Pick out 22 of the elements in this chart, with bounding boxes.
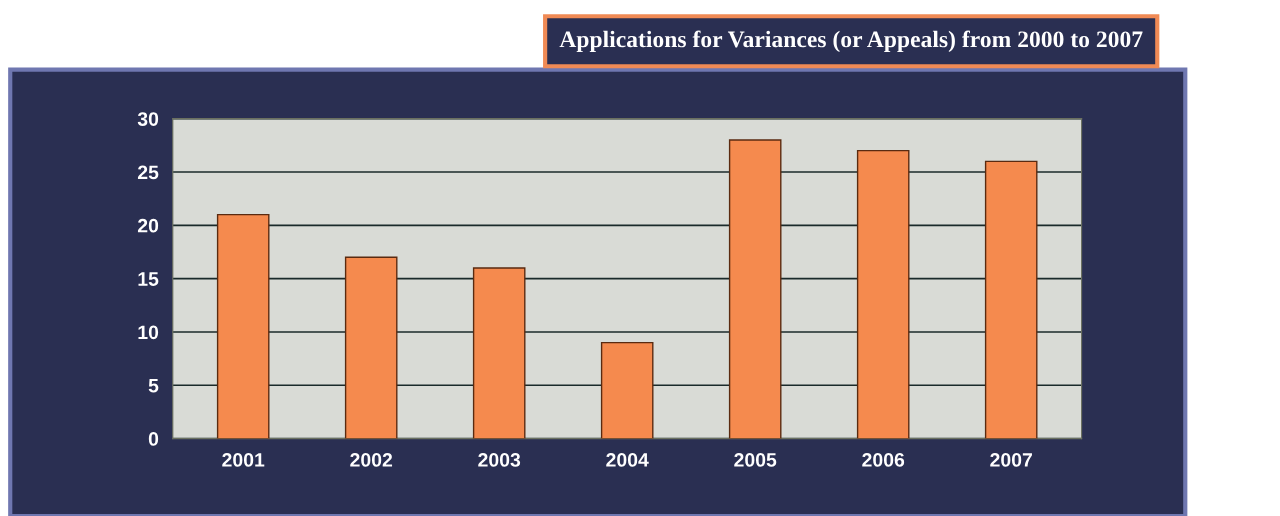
bar — [600, 341, 654, 439]
bar — [856, 149, 910, 439]
y-tick-label: 10 — [138, 325, 159, 340]
bar — [344, 256, 398, 439]
y-tick-label: 25 — [137, 165, 159, 180]
x-tick-label: 2003 — [478, 453, 521, 467]
x-tick-label: 2002 — [350, 453, 393, 467]
x-tick-label: 2004 — [606, 453, 649, 467]
bar — [216, 213, 270, 439]
y-tick-label: 20 — [137, 218, 159, 233]
x-tick-label: 2007 — [990, 453, 1032, 467]
bar — [472, 267, 526, 439]
x-tick-label: 2001 — [222, 453, 265, 467]
y-tick-label: 30 — [137, 112, 159, 126]
y-tick-label: 5 — [148, 378, 159, 393]
bar — [728, 139, 782, 439]
y-tick-label: 0 — [148, 432, 159, 446]
bar — [984, 160, 1038, 439]
y-tick-label: 15 — [138, 272, 159, 286]
x-tick-label: 2005 — [734, 453, 777, 467]
x-tick-label: 2006 — [862, 453, 905, 467]
chart-title: Applications for Variances (or Appeals) from 2000 to 2007 — [559, 30, 1143, 53]
